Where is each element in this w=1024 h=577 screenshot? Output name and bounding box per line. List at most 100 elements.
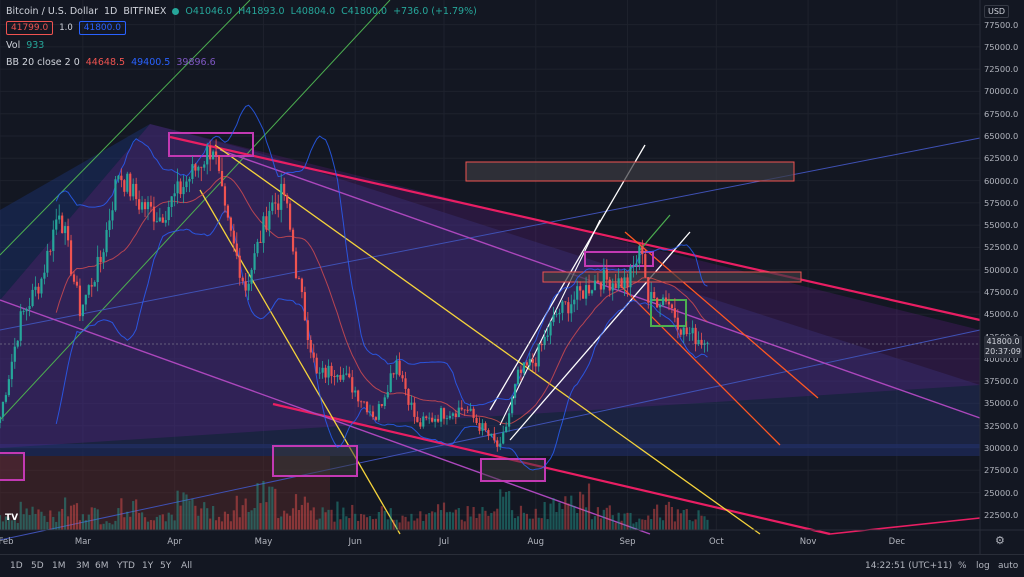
candle-body [43,272,46,279]
volume-bar [682,509,685,530]
volume-bar [368,516,372,530]
candle-body [676,317,679,330]
bar-countdown: 20:37:09 [985,347,1021,356]
volume-bar [283,510,286,530]
candle-body [587,285,591,294]
volume-bar [191,498,194,530]
range-button-1d[interactable]: 1D [10,561,23,571]
candle-body [502,432,505,444]
clock[interactable]: 14:22:51 (UTC+11) [865,561,953,571]
candle-body [442,408,446,419]
volume-bar [238,517,241,530]
volume-bar [596,507,600,530]
range-button-all[interactable]: All [181,561,193,571]
candle-body [203,164,206,168]
volume-bar [584,507,588,530]
candle-body [431,417,434,422]
log-toggle[interactable]: log [976,561,990,571]
high-value: H41893.0 [238,5,285,17]
volume-bar [531,518,534,530]
range-button-5y[interactable]: 5Y [160,561,172,571]
candle-body [280,183,283,210]
bb-lower-line [55,209,708,471]
candle-body [413,402,416,417]
blue-long-line [0,137,981,331]
candle-body [126,173,129,192]
candle-body [499,443,502,447]
candle-body [161,217,164,223]
volume-bar [262,481,265,530]
buy-button[interactable]: 41800.0 [78,21,126,35]
price-chart[interactable] [0,0,1024,554]
candle-body [602,269,605,290]
volume-bar [670,506,674,530]
percent-toggle[interactable]: % [958,561,967,571]
volume-bar [697,510,700,530]
volume-bar [200,508,203,530]
price-tick-label: 27500.0 [984,465,1019,476]
candle-body [505,426,508,433]
range-button-1y[interactable]: 1Y [142,561,154,571]
volume-bar [312,507,315,530]
volume-bar [117,508,120,530]
candle-body [158,217,161,222]
time-tick-label: Dec [888,537,906,547]
volume-bar [327,509,330,530]
candle-body [644,254,647,278]
settings-gear-icon[interactable]: ⚙ [995,534,1005,547]
sell-button[interactable]: 41799.0 [6,21,54,35]
candle-body [90,285,93,287]
interval[interactable]: 1D [104,5,118,17]
candle-body [34,286,37,290]
auto-toggle[interactable]: auto [998,561,1019,571]
volume-bar [413,520,416,530]
range-button-6m[interactable]: 6M [95,561,109,571]
currency-selector[interactable]: USD [984,5,1010,18]
candle-body [1,401,5,417]
volume-bar [149,520,153,530]
range-button-5d[interactable]: 5D [31,561,44,571]
candle-body [324,367,327,378]
volume-label[interactable]: Vol [6,39,21,51]
candle-body [653,291,656,299]
candle-body [333,376,336,378]
candle-body [425,416,428,419]
volume-bar [61,508,64,530]
volume-bar [274,488,277,530]
volume-bar [241,505,244,530]
boxes [0,132,802,482]
candle-body [570,304,573,314]
candle-body [700,339,703,345]
grid [0,0,980,530]
volume-bar [185,494,188,530]
volume-bar [620,520,623,530]
volume-bar [472,507,475,530]
candle-body [605,269,608,280]
candle-body [22,311,25,313]
candle-body [490,433,493,436]
range-button-ytd[interactable]: YTD [117,561,135,571]
candle-body [389,373,392,392]
upper-blue-wedge [0,124,150,300]
green-short-line [639,214,671,251]
range-button-3m[interactable]: 3M [76,561,90,571]
volume-bar [297,509,301,530]
bb-label[interactable]: BB 20 close 2 0 [6,56,80,68]
volume-bar [66,516,70,530]
volume-bar [685,508,688,530]
range-button-1m[interactable]: 1M [52,561,66,571]
symbol-name[interactable]: Bitcoin / U.S. Dollar [6,5,98,17]
candle-body [419,422,422,427]
close-value: C41800.0 [341,5,388,17]
volume-bar [250,510,253,530]
candle-body [167,207,170,221]
volume-bar [641,519,644,530]
volume-bar [386,519,389,530]
volume-bar [348,518,351,530]
volume-bar [120,498,123,530]
volume-bar [552,498,555,530]
candle-body [99,256,102,263]
tradingview-logo[interactable]: TV [5,513,19,523]
volume-bar [579,491,582,530]
volume-bar [194,505,197,530]
